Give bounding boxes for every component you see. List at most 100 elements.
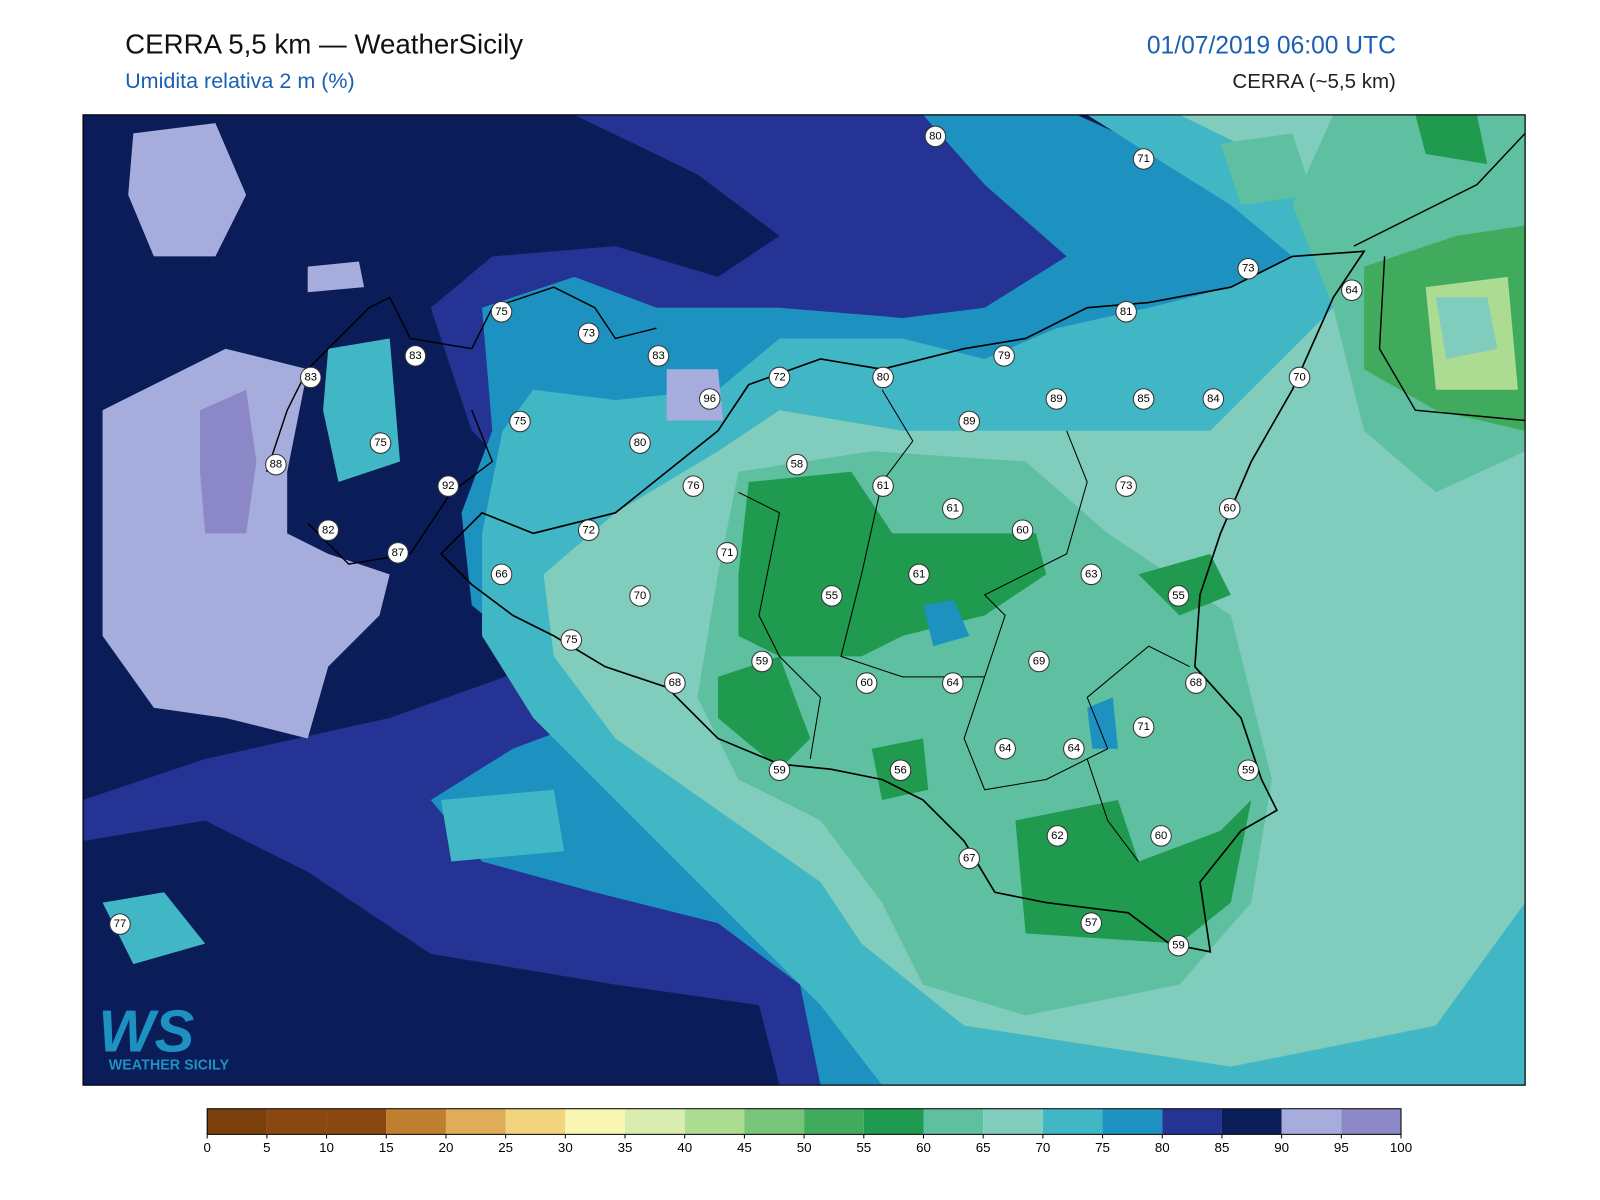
station-value: 71 — [721, 547, 734, 559]
station-value: 71 — [1137, 721, 1150, 733]
station-value: 75 — [514, 416, 527, 428]
station-value: 70 — [634, 590, 647, 602]
colorbar-tick-label: 95 — [1334, 1140, 1349, 1155]
station-marker — [629, 432, 651, 454]
station-value: 80 — [634, 437, 647, 449]
title: CERRA 5,5 km — WeatherSicily — [125, 28, 523, 59]
station-marker — [387, 542, 409, 564]
station-marker — [872, 475, 894, 497]
colorbar-tick-label: 25 — [498, 1140, 513, 1155]
station-marker — [1132, 388, 1155, 410]
colorbar-tick-label: 65 — [976, 1140, 991, 1155]
map — [83, 114, 1526, 1086]
station-marker — [1288, 366, 1311, 389]
station-marker — [682, 475, 705, 497]
station-marker — [664, 672, 686, 694]
station-value: 59 — [1172, 940, 1185, 952]
station-value: 73 — [1242, 263, 1255, 275]
colorbar-swatch — [863, 1108, 924, 1135]
station-value: 64 — [1346, 284, 1359, 296]
colorbar-tick-label: 5 — [263, 1140, 270, 1155]
station-marker — [1237, 257, 1259, 280]
station-marker — [942, 672, 964, 694]
colorbar: 0 5 10 15 20 25 30 35 40 45 50 55 60 65 70 75 80 85 90 95 10… — [203, 1108, 1412, 1155]
colorbar-tick-label: 40 — [677, 1140, 692, 1155]
station-value: 64 — [947, 677, 960, 689]
station-marker — [1185, 672, 1207, 694]
station-value: 60 — [1016, 524, 1029, 536]
station-marker — [404, 345, 427, 367]
logo-mark: WS — [98, 997, 194, 1064]
station-marker — [1237, 759, 1259, 782]
station-value: 68 — [669, 677, 682, 689]
station-marker — [786, 453, 808, 476]
colorbar-tick-label: 20 — [439, 1140, 454, 1155]
station-value: 60 — [1155, 830, 1168, 842]
colorbar-swatch — [1281, 1108, 1342, 1135]
station-marker — [768, 366, 791, 389]
logo: WS WEATHER SICILY — [98, 997, 229, 1073]
colorbar-tick-label: 45 — [737, 1140, 752, 1155]
station-value: 72 — [582, 524, 595, 536]
datetime: 01/07/2019 06:00 UTC — [1147, 32, 1396, 59]
station-value: 88 — [270, 459, 283, 471]
station-marker — [317, 519, 339, 542]
station-value: 55 — [1172, 590, 1185, 602]
station-marker — [768, 759, 791, 782]
station-marker — [1132, 716, 1155, 738]
station-value: 61 — [947, 503, 960, 515]
station-value: 70 — [1293, 371, 1306, 383]
colorbar-tick-label: 30 — [558, 1140, 573, 1155]
colorbar-swatch — [505, 1108, 566, 1135]
colorbar-tick-label: 100 — [1390, 1140, 1412, 1155]
colorbar-tick-label: 85 — [1215, 1140, 1230, 1155]
station-value: 62 — [1051, 830, 1064, 842]
station-marker — [1011, 519, 1034, 542]
colorbar-swatch — [983, 1108, 1043, 1135]
station-marker — [698, 388, 721, 410]
station-value: 60 — [860, 677, 873, 689]
logo-text: WEATHER SICILY — [109, 1058, 230, 1074]
station-value: 76 — [687, 480, 700, 492]
station-marker — [908, 563, 930, 586]
station-marker — [577, 519, 600, 542]
station-value: 75 — [374, 437, 387, 449]
station-marker — [821, 585, 843, 607]
colorbar-tick-label: 70 — [1035, 1140, 1050, 1155]
station-marker — [437, 475, 459, 497]
station-value: 64 — [999, 743, 1012, 755]
station-marker — [509, 410, 531, 433]
station-value: 63 — [1085, 568, 1098, 580]
colorbar-swatch — [1341, 1108, 1402, 1135]
station-value: 67 — [963, 852, 976, 864]
colorbar-swatch — [1102, 1108, 1163, 1135]
station-value: 77 — [114, 918, 127, 930]
station-marker — [490, 563, 513, 586]
station-value: 92 — [442, 480, 455, 492]
colorbar-swatch — [207, 1108, 267, 1135]
station-marker — [560, 629, 583, 651]
stations: 80 71 75 73 83 83 83 73 64 81 79 72 80 96 89 85 84 70 75 89… — [109, 125, 1363, 957]
station-marker — [1150, 825, 1172, 847]
station-marker — [855, 672, 878, 694]
station-value: 61 — [877, 480, 890, 492]
colorbar-swatch — [1162, 1108, 1222, 1135]
colorbar-swatch — [445, 1108, 506, 1135]
station-marker — [1341, 279, 1363, 302]
colorbar-tick-label: 80 — [1155, 1140, 1170, 1155]
station-value: 80 — [929, 130, 942, 142]
colorbar-tick-label: 75 — [1095, 1140, 1110, 1155]
colorbar-swatch — [804, 1108, 864, 1135]
station-value: 87 — [392, 547, 405, 559]
station-value: 75 — [495, 306, 508, 318]
station-marker — [889, 759, 912, 782]
colorbar-tick-label: 55 — [856, 1140, 871, 1155]
station-value: 59 — [756, 656, 769, 668]
station-marker — [1080, 912, 1103, 934]
colorbar-swatch — [565, 1108, 626, 1135]
station-value: 57 — [1085, 917, 1098, 929]
station-marker — [1080, 563, 1103, 586]
colorbar-swatch — [625, 1108, 685, 1135]
station-value: 82 — [322, 524, 335, 536]
station-value: 66 — [495, 568, 508, 580]
